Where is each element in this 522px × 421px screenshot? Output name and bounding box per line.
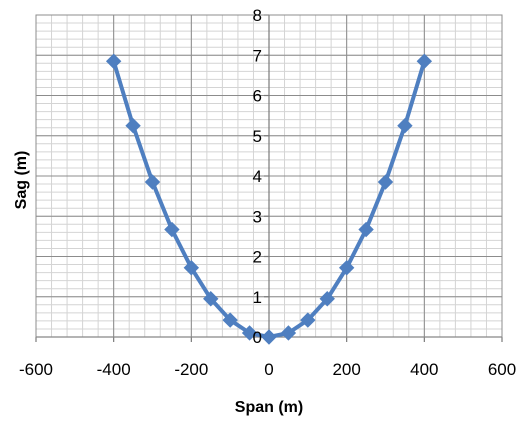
x-tick-label: -400	[97, 360, 131, 379]
data-point-diamond	[397, 117, 413, 134]
data-point-diamond	[183, 260, 200, 276]
data-point-diamond	[125, 117, 141, 134]
data-point-diamond	[241, 325, 258, 341]
x-tick-labels: -600 -400 -200 0 200 400 600	[19, 360, 516, 379]
data-point-diamond	[300, 312, 316, 328]
x-tick-label: 400	[410, 360, 438, 379]
data-point-diamond	[358, 221, 374, 238]
y-tick-label: 1	[253, 288, 262, 307]
data-point-diamond	[338, 260, 355, 276]
x-tick-label: -600	[19, 360, 53, 379]
data-point-diamond	[144, 174, 161, 190]
y-axis-title: Sag (m)	[13, 151, 30, 210]
y-tick-label: 8	[253, 6, 262, 25]
data-point-diamond	[261, 329, 277, 345]
x-tick-label: 600	[488, 360, 516, 379]
data-point-diamond	[377, 174, 394, 190]
y-tick-label: 6	[253, 87, 262, 106]
x-axis-title: Span (m)	[235, 399, 303, 416]
x-tick-label: 0	[264, 360, 273, 379]
x-tick-label: 200	[332, 360, 360, 379]
data-point-diamond	[280, 325, 297, 341]
y-tick-label: 3	[253, 207, 262, 226]
x-tick-label: -200	[174, 360, 208, 379]
series-layer	[105, 53, 433, 345]
y-tick-label: 4	[253, 167, 262, 186]
data-point-diamond	[319, 291, 335, 307]
y-tick-label: 0	[253, 328, 262, 347]
data-point-diamond	[416, 53, 433, 69]
data-point-diamond	[105, 53, 122, 69]
y-tick-labels: 0 1 2 3 4 5 6 7 8	[253, 6, 262, 347]
y-tick-label: 7	[253, 46, 262, 65]
data-point-diamond	[203, 291, 219, 307]
y-tick-label: 5	[253, 127, 262, 146]
y-tick-label: 2	[253, 248, 262, 267]
data-point-diamond	[164, 221, 180, 238]
major-gridlines	[35, 14, 503, 342]
data-point-diamond	[222, 312, 238, 328]
